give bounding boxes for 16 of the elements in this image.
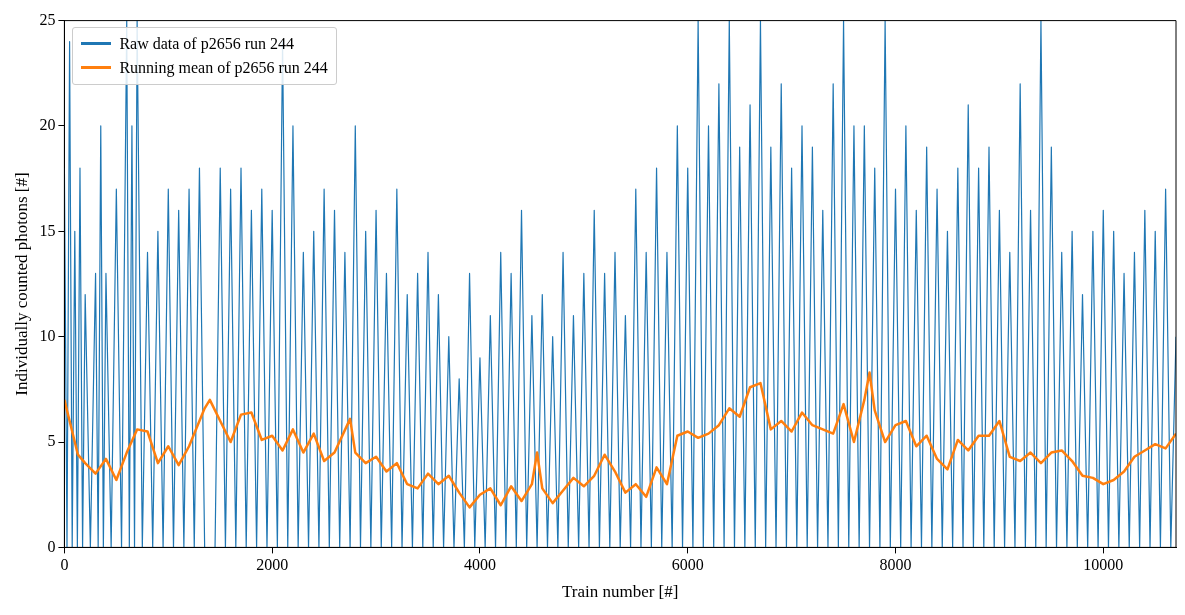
- y-tick-label: 10: [39, 326, 56, 344]
- y-axis-title: Individually counted photons [#]: [11, 172, 31, 396]
- x-tick-label: 4000: [463, 556, 496, 574]
- legend-label: Running mean of p2656 run 244: [119, 57, 328, 79]
- x-tick-label: 0: [60, 556, 69, 574]
- y-tick-label: 20: [39, 116, 56, 134]
- y-tick-label: 15: [39, 221, 56, 239]
- x-tick-label: 6000: [671, 556, 704, 574]
- y-tick-label: 5: [47, 432, 56, 450]
- x-tick-label: 2000: [256, 556, 289, 574]
- y-tick-label: 25: [39, 10, 56, 28]
- x-axis-title: Train number [#]: [561, 582, 679, 602]
- x-tick-label: 8000: [879, 556, 912, 574]
- y-tick-label: 0: [47, 537, 56, 555]
- x-tick-label: 10000: [1083, 556, 1124, 574]
- legend-label: Raw data of p2656 run 244: [119, 33, 295, 55]
